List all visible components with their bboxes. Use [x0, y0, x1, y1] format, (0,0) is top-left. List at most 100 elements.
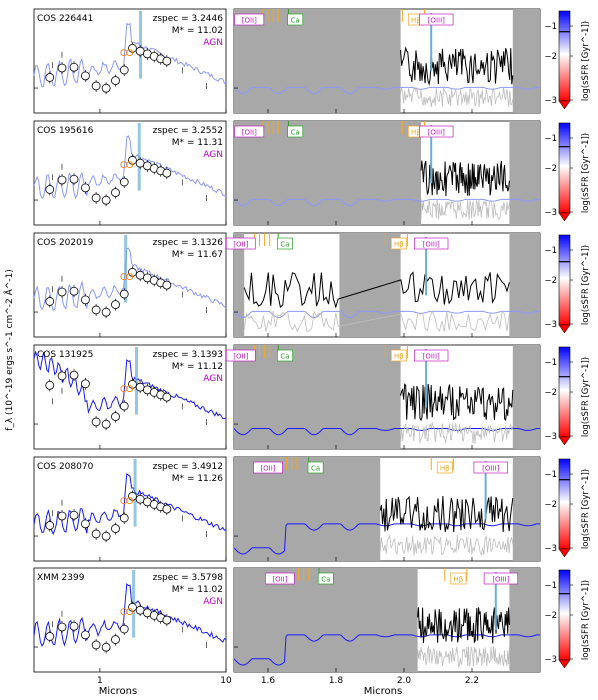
spectrum-model-line: [233, 198, 540, 207]
line-tag-box: [307, 461, 324, 474]
colorbar-tick-label: −2: [544, 164, 557, 174]
sed-model-line: [33, 135, 227, 200]
photometry-point: [101, 531, 111, 541]
emission-line-bar: [139, 11, 143, 79]
emission-line-bar: [134, 347, 138, 415]
x-tick-label: 2.2: [465, 676, 479, 686]
colorbar-tick-label: −2: [544, 611, 557, 621]
line-tag: Ca: [280, 353, 289, 361]
line-tag: [OII]: [233, 241, 248, 249]
line-tag: Ca: [321, 576, 330, 584]
highlight-point: [126, 608, 134, 616]
colorbar-extend-arrow: [558, 659, 571, 669]
photometry-point: [45, 521, 55, 530]
spectrum-model-line: [233, 86, 540, 95]
x-tick-label: 10: [220, 676, 232, 686]
colorbar-tick-label: −1: [544, 358, 557, 368]
colorbar-label: log(sSFR [Gyr^-1]): [581, 357, 591, 437]
photometry-panel-frame: [33, 456, 227, 562]
colorbar-tick-label: −2: [544, 500, 557, 510]
photometry-point: [57, 511, 67, 521]
line-tag-box: [450, 572, 467, 585]
masked-region: [339, 233, 401, 337]
colorbar-extend-arrow: [558, 212, 571, 222]
sed-model-line: [33, 247, 227, 312]
photometry-point: [81, 183, 90, 193]
highlight-point: [126, 497, 134, 505]
line-tag: Ca: [311, 465, 320, 473]
line-tag-box: [225, 349, 256, 362]
galaxy-id: XMM 2399: [37, 573, 85, 583]
photometry-point: [135, 46, 145, 56]
photometry-point: [57, 63, 67, 73]
colorbar-tick-label: −3: [544, 655, 557, 665]
photometry-point: [91, 529, 101, 539]
masked-region: [234, 9, 401, 113]
photometry-point: [135, 270, 145, 280]
spectrum-error-line: [420, 198, 510, 220]
photometry-point: [101, 195, 111, 205]
line-tag-box: [234, 125, 265, 138]
mass-label: M* = 11.67: [172, 250, 223, 260]
line-tag: [OIII]: [423, 241, 440, 249]
photometry-point: [111, 188, 120, 197]
colorbar-tick-label: −3: [544, 208, 557, 218]
line-tag-box: [253, 461, 283, 474]
sed-model-line: [33, 583, 227, 647]
colorbar-tick-label: −3: [544, 544, 557, 554]
spectrum-error-line: [400, 86, 514, 108]
photometry-panel-frame: [33, 232, 227, 338]
line-tag: [OII]: [242, 17, 257, 25]
photometry-point: [119, 289, 129, 299]
colorbar-extend-arrow: [558, 548, 571, 558]
line-tag: Ca: [291, 17, 300, 25]
masked-region: [509, 233, 540, 337]
masked-region: [234, 568, 418, 672]
line-tag: Hβ: [454, 576, 464, 584]
emission-line-bar: [137, 123, 141, 191]
highlight-point: [126, 385, 134, 393]
photometry-point: [119, 513, 129, 523]
line-tag: [OIII]: [423, 353, 440, 361]
colorbar-tick-label: −2: [544, 52, 557, 62]
line-tag-box: [277, 349, 293, 362]
photometry-point: [162, 280, 172, 290]
photometry-point: [162, 615, 172, 625]
photometry-point: [69, 174, 79, 184]
agn-label: AGN: [203, 150, 223, 160]
photometry-point: [162, 392, 172, 402]
mass-label: M* = 11.12: [172, 362, 223, 372]
masked-region: [234, 233, 245, 337]
photometry-point: [135, 158, 145, 168]
galaxy-id: COS 226441: [37, 14, 93, 24]
x-tick-label: 1: [97, 676, 103, 686]
photometry-point: [119, 65, 129, 75]
sed-model-line: [33, 472, 227, 536]
colorbar-tick-label: −2: [544, 276, 557, 286]
galaxy-id: COS 131925: [37, 350, 93, 360]
x-tick-label: 2.0: [397, 676, 412, 686]
photometry-point: [111, 300, 120, 309]
x-axis-label-left: Microns: [99, 686, 137, 697]
line-tag: [OII]: [260, 465, 275, 473]
masked-region: [234, 345, 401, 449]
photometry-point: [91, 417, 101, 427]
colorbar-label: log(sSFR [Gyr^-1]): [581, 245, 591, 325]
masked-region: [509, 568, 540, 672]
zspec-label: zspec = 3.1393: [153, 350, 223, 360]
colorbar-tick-label: −3: [544, 432, 557, 442]
colorbar-tick-label: −1: [544, 470, 557, 480]
photometry-point: [119, 624, 129, 634]
line-tag-box: [265, 572, 295, 585]
photometry-point: [162, 168, 172, 178]
colorbar-tick-label: −1: [544, 246, 557, 256]
line-tag: [OII]: [272, 576, 287, 584]
zspec-label: zspec = 3.5798: [153, 573, 224, 583]
mass-label: M* = 11.02: [172, 26, 223, 36]
photometry-point: [69, 621, 79, 631]
emission-line-bar: [124, 235, 128, 303]
galaxy-id: COS 208070: [37, 462, 94, 472]
panel-row: COS 202019 zspec = 3.1326 M* = 11.67 [OII] C…: [33, 232, 591, 338]
colorbar-tick-label: −1: [544, 22, 557, 32]
